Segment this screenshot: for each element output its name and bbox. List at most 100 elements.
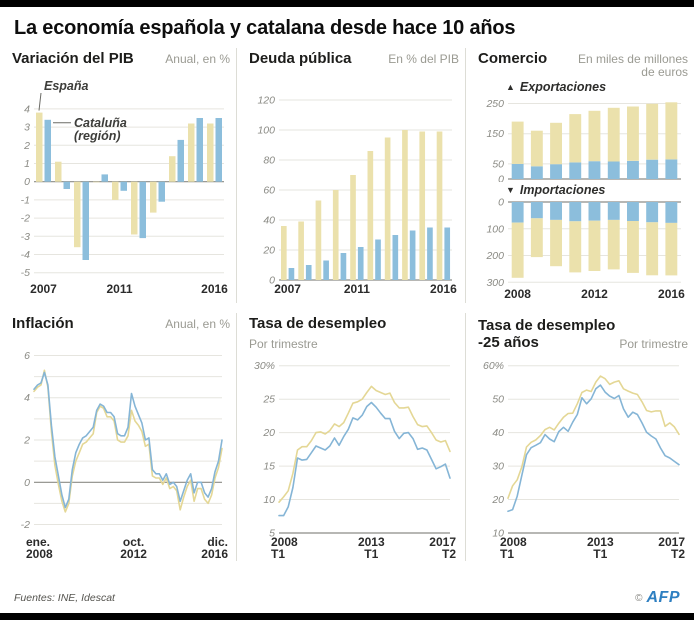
panel-comercio: Comercio En miles de millones de euros ▲… (465, 48, 694, 303)
sources-text: Fuentes: INE, Idescat (14, 592, 115, 604)
svg-text:120: 120 (257, 95, 275, 107)
svg-text:1: 1 (24, 158, 30, 170)
svg-text:25: 25 (262, 394, 275, 406)
exportaciones-chart: 250 150 50 0 (485, 98, 681, 183)
svg-text:0: 0 (498, 197, 504, 209)
svg-text:40: 40 (263, 215, 275, 227)
svg-text:50: 50 (492, 158, 504, 170)
bottom-black-bar (0, 613, 694, 620)
panel-title: Tasa de desempleo (249, 315, 387, 332)
svg-text:30%: 30% (254, 360, 275, 372)
svg-text:-4: -4 (21, 249, 30, 261)
svg-text:100: 100 (257, 125, 275, 137)
charts-grid: Variación del PIB Anual, en % 4 3 2 1 0 -1 -2-… (10, 48, 694, 561)
svg-text:250: 250 (485, 98, 504, 110)
panel-subtitle: En miles de millones de euros (577, 52, 688, 79)
svg-text:50: 50 (492, 394, 504, 406)
inflacion-chart: 6 4 2 0 -2 ene.2008 oct.2012 dic.2016 (21, 350, 229, 561)
svg-text:2007: 2007 (30, 282, 57, 296)
svg-text:T1: T1 (271, 547, 285, 561)
svg-text:2012: 2012 (581, 287, 608, 301)
svg-text:dic.: dic. (207, 535, 228, 549)
panel-title: Comercio (478, 50, 548, 67)
svg-text:2008: 2008 (271, 535, 298, 549)
svg-text:T1: T1 (500, 547, 514, 561)
svg-text:60: 60 (263, 185, 275, 197)
top-black-bar (0, 0, 694, 7)
svg-text:0: 0 (24, 176, 30, 188)
svg-text:2: 2 (23, 435, 30, 447)
svg-text:-3: -3 (21, 231, 30, 243)
panel-title: Inflación (12, 315, 74, 332)
panel-desempleo-jovenes: Tasa de desempleo -25 años Por trimestre… (465, 313, 694, 561)
svg-text:200: 200 (485, 250, 504, 262)
svg-text:0: 0 (498, 174, 504, 183)
svg-text:3: 3 (24, 122, 30, 134)
svg-text:20: 20 (262, 245, 275, 257)
svg-text:-2: -2 (21, 519, 30, 531)
importaciones-text: Importaciones (519, 182, 606, 197)
panel-subtitle: Por trimestre (249, 337, 318, 351)
svg-text:30: 30 (492, 461, 504, 473)
svg-text:10: 10 (492, 528, 504, 540)
panel-subtitle: Por trimestre (619, 337, 688, 351)
svg-text:10: 10 (263, 494, 275, 506)
svg-text:2011: 2011 (106, 282, 132, 296)
down-triangle-icon: ▼ (506, 184, 515, 195)
svg-text:2016: 2016 (430, 282, 457, 296)
svg-text:0: 0 (24, 477, 30, 489)
svg-text:T1: T1 (364, 547, 378, 561)
panel-variacion-pib: Variación del PIB Anual, en % 4 3 2 1 0 -1 -2 -… (10, 48, 236, 303)
svg-text:España: España (44, 79, 89, 93)
svg-text:T2: T2 (442, 547, 456, 561)
svg-text:2017: 2017 (429, 535, 456, 549)
svg-text:2016: 2016 (201, 547, 228, 561)
svg-text:2012: 2012 (120, 547, 147, 561)
svg-text:100: 100 (486, 223, 504, 235)
footer: Fuentes: INE, Idescat © AFP (0, 585, 694, 613)
svg-text:2016: 2016 (658, 287, 685, 301)
svg-text:T2: T2 (671, 547, 685, 561)
svg-text:20: 20 (262, 427, 275, 439)
afp-logo: © AFP (635, 589, 680, 607)
svg-text:40: 40 (492, 427, 504, 439)
svg-text:oct.: oct. (123, 535, 144, 549)
svg-text:2: 2 (23, 140, 30, 152)
panel-deuda-publica: Deuda pública En % del PIB 120 100 80 60 40 2… (236, 48, 465, 303)
svg-text:2007: 2007 (274, 282, 301, 296)
svg-text:300: 300 (486, 277, 504, 289)
svg-text:5: 5 (269, 528, 275, 540)
svg-text:T1: T1 (593, 547, 607, 561)
panel-title: Tasa de desempleo (478, 317, 616, 334)
svg-text:2016: 2016 (201, 282, 228, 296)
svg-text:ene.: ene. (26, 535, 50, 549)
svg-text:6: 6 (24, 350, 30, 362)
panel-subtitle: Anual, en % (165, 52, 230, 66)
importaciones-label: ▼ Importaciones (506, 182, 688, 197)
svg-text:15: 15 (263, 461, 275, 473)
svg-text:2011: 2011 (344, 282, 370, 296)
svg-text:2008: 2008 (500, 535, 527, 549)
panel-title: Variación del PIB (12, 50, 134, 67)
svg-text:2013: 2013 (587, 535, 614, 549)
svg-text:Cataluña: Cataluña (74, 116, 127, 130)
svg-text:4: 4 (24, 103, 30, 115)
exportaciones-text: Exportaciones (519, 79, 607, 94)
svg-text:150: 150 (486, 128, 504, 140)
afp-wordmark: AFP (646, 589, 680, 606)
svg-text:-5: -5 (21, 267, 30, 279)
infographic-title: La economía española y catalana desde ha… (14, 17, 516, 39)
svg-text:2013: 2013 (358, 535, 385, 549)
svg-text:-2: -2 (21, 213, 30, 225)
svg-text:-1: -1 (21, 194, 30, 206)
svg-text:2008: 2008 (26, 547, 53, 561)
panel-subtitle: Anual, en % (165, 317, 230, 331)
up-triangle-icon: ▲ (506, 81, 515, 92)
panel-subtitle: En % del PIB (388, 52, 459, 66)
svg-text:2008: 2008 (504, 287, 531, 301)
